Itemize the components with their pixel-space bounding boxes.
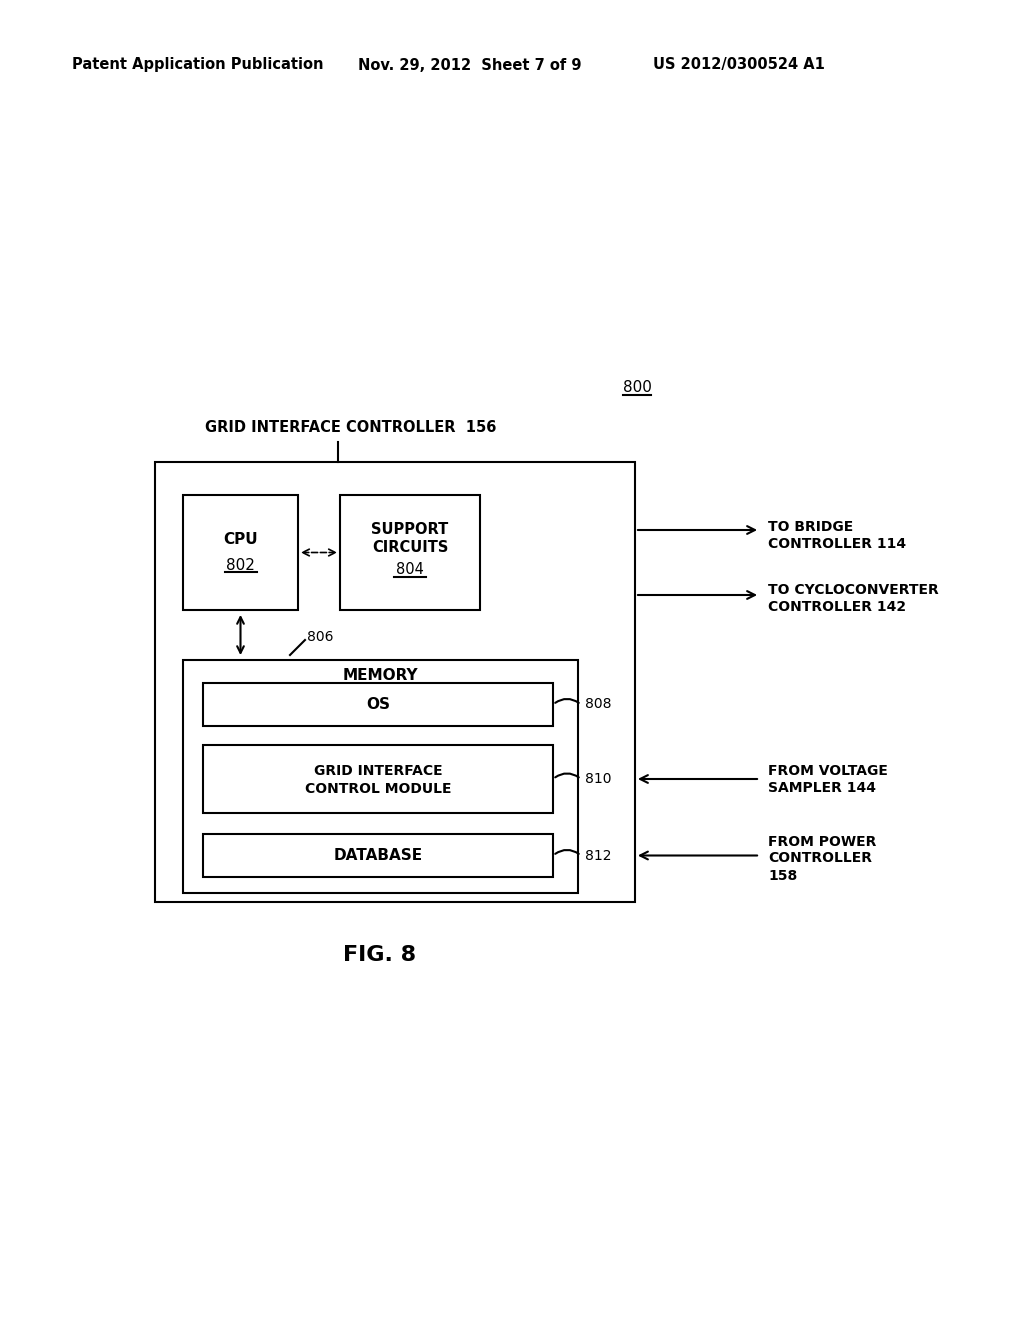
Bar: [203, 744, 553, 813]
Text: SAMPLER 144: SAMPLER 144: [768, 781, 876, 795]
Text: 808: 808: [585, 697, 611, 711]
Bar: [155, 462, 635, 902]
Text: SUPPORT: SUPPORT: [372, 523, 449, 537]
Text: CONTROLLER: CONTROLLER: [768, 851, 872, 866]
Text: Nov. 29, 2012  Sheet 7 of 9: Nov. 29, 2012 Sheet 7 of 9: [358, 58, 582, 73]
Text: GRID INTERFACE: GRID INTERFACE: [313, 764, 442, 777]
Text: GRID INTERFACE CONTROLLER  156: GRID INTERFACE CONTROLLER 156: [205, 421, 497, 436]
Text: DATABASE: DATABASE: [334, 847, 423, 863]
Bar: [203, 834, 553, 876]
Bar: [183, 660, 578, 894]
Bar: [183, 495, 298, 610]
Text: OS: OS: [366, 697, 390, 711]
Text: US 2012/0300524 A1: US 2012/0300524 A1: [653, 58, 825, 73]
Text: FROM POWER: FROM POWER: [768, 834, 877, 849]
Text: CONTROLLER 142: CONTROLLER 142: [768, 601, 906, 614]
Text: TO BRIDGE: TO BRIDGE: [768, 520, 853, 535]
Text: CONTROLLER 114: CONTROLLER 114: [768, 537, 906, 550]
Text: 804: 804: [396, 562, 424, 578]
Text: CIRCUITS: CIRCUITS: [372, 540, 449, 554]
Text: 802: 802: [226, 557, 255, 573]
Text: FROM VOLTAGE: FROM VOLTAGE: [768, 764, 888, 777]
Text: CONTROL MODULE: CONTROL MODULE: [305, 781, 452, 796]
Bar: [340, 495, 480, 610]
Text: 158: 158: [768, 869, 798, 883]
Text: TO CYCLOCONVERTER: TO CYCLOCONVERTER: [768, 583, 939, 597]
Text: 806: 806: [307, 630, 334, 644]
Text: CPU: CPU: [223, 532, 258, 546]
Text: FIG. 8: FIG. 8: [343, 945, 417, 965]
Text: 800: 800: [623, 380, 651, 396]
Text: MEMORY: MEMORY: [343, 668, 419, 684]
Text: Patent Application Publication: Patent Application Publication: [72, 58, 324, 73]
Bar: [203, 682, 553, 726]
Text: 812: 812: [585, 849, 611, 862]
Text: 810: 810: [585, 772, 611, 785]
